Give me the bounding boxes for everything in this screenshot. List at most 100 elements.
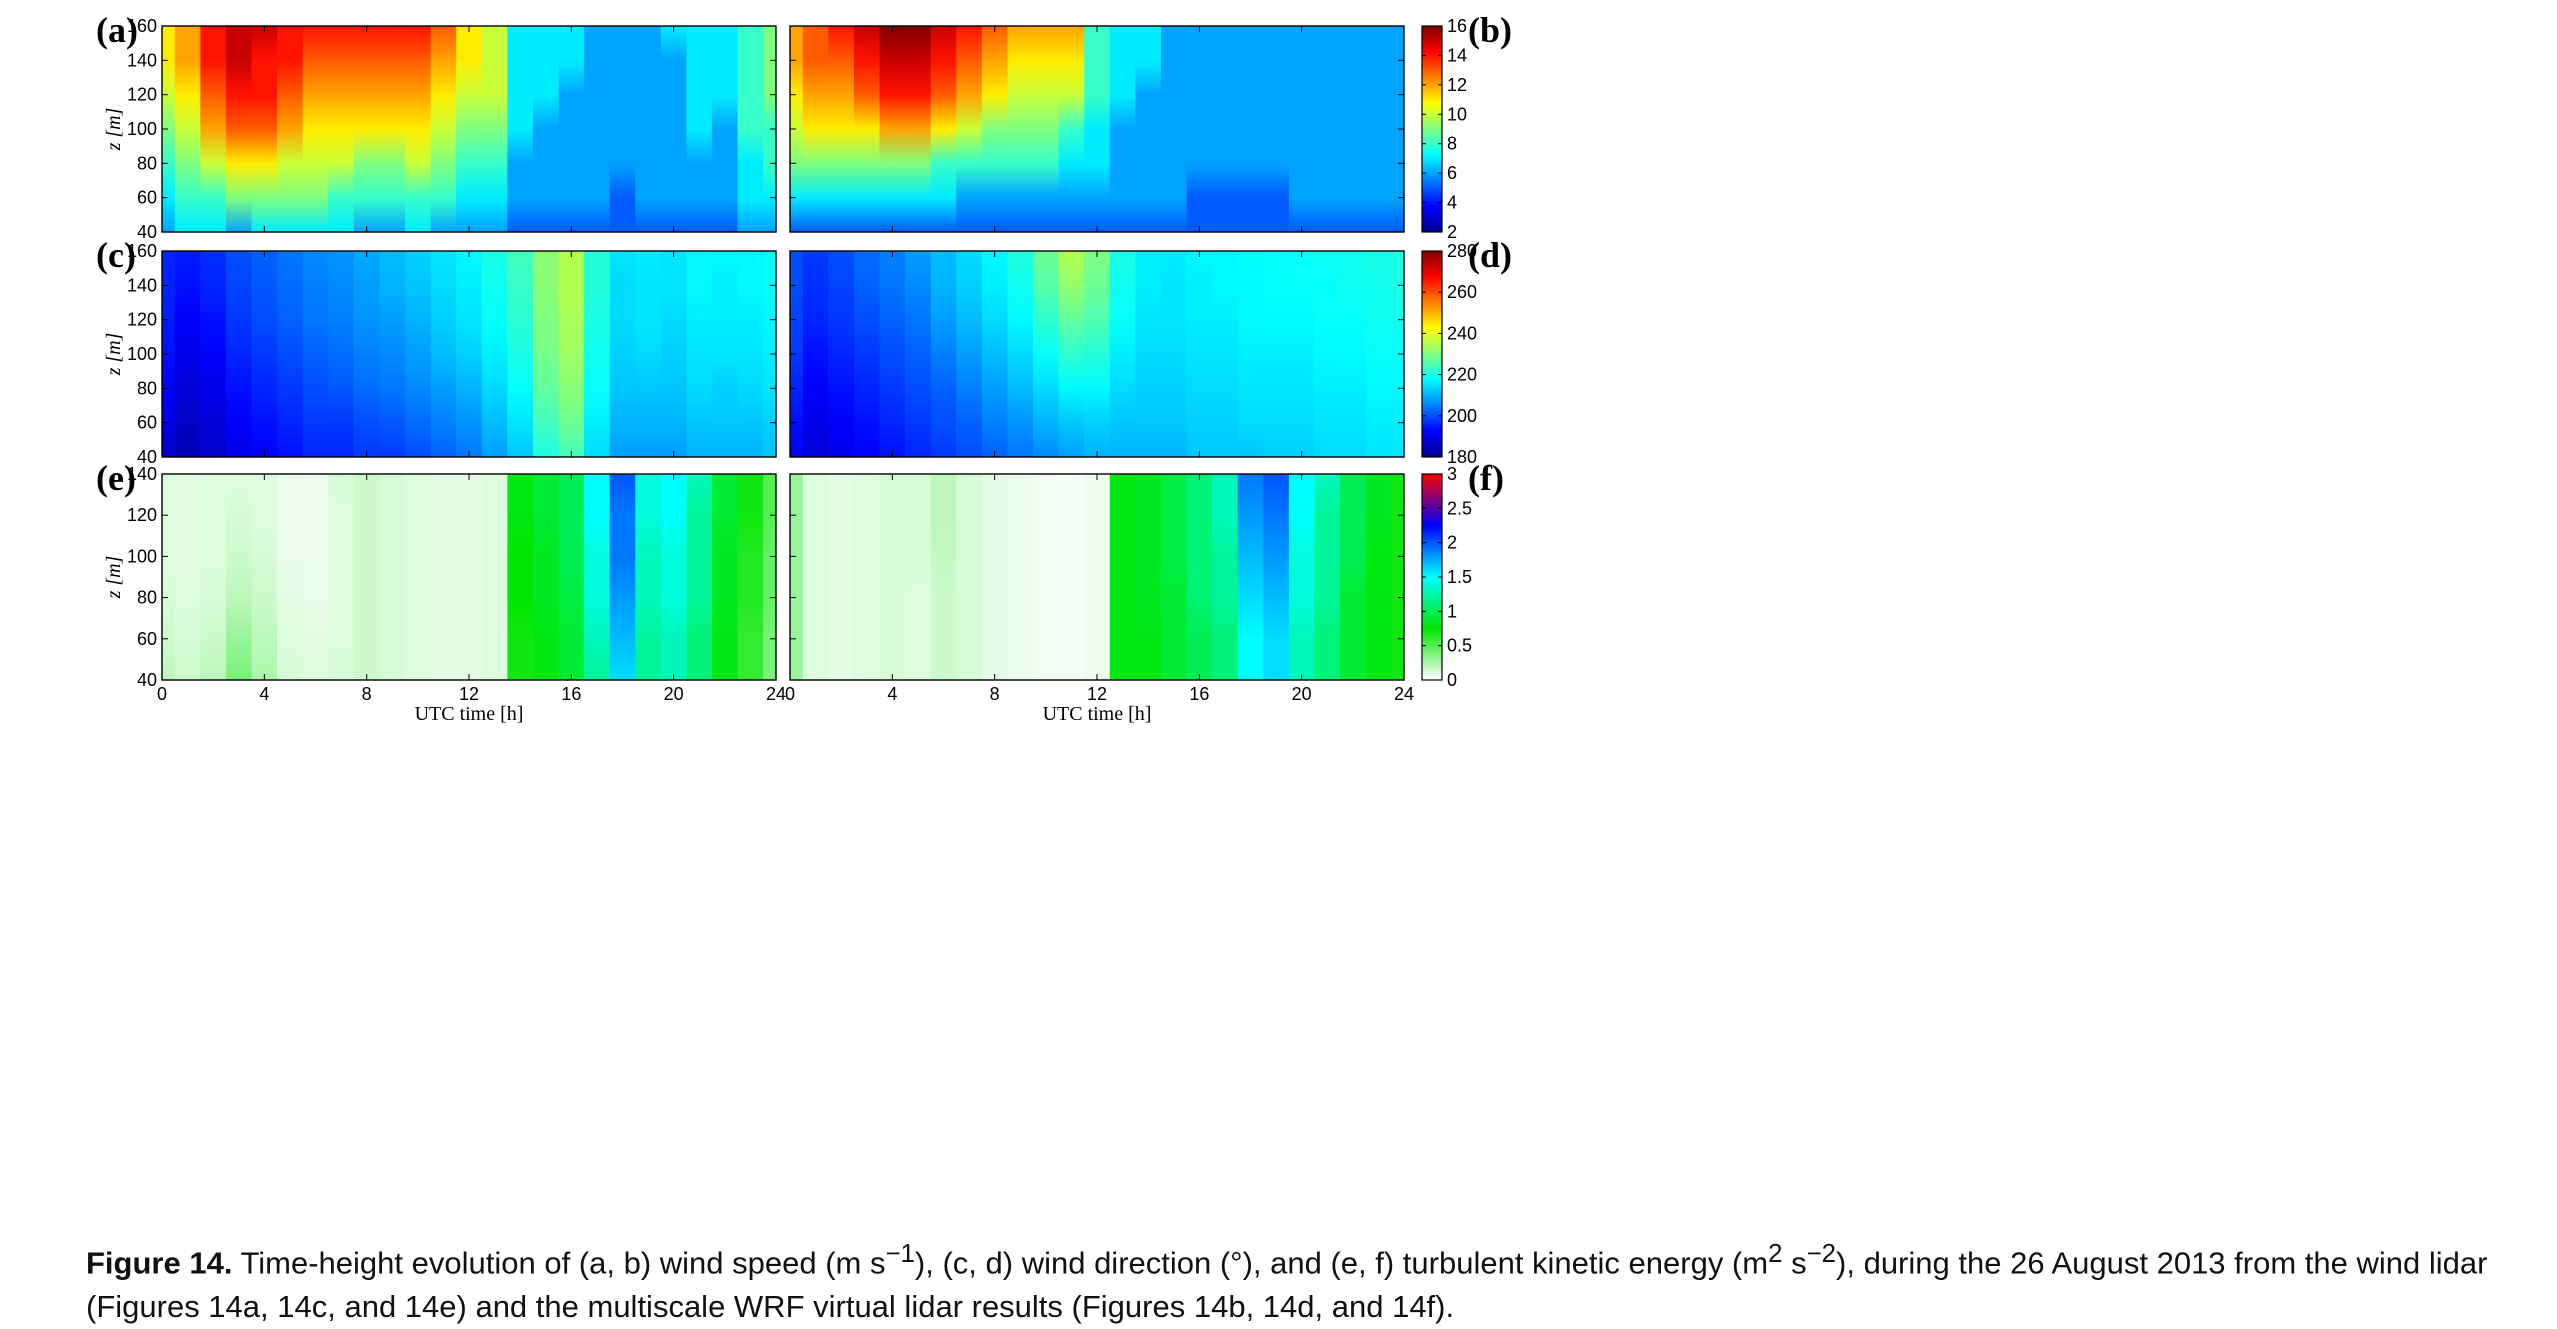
x-tick-label: 12	[1087, 684, 1107, 704]
y-tick-label: 80	[137, 588, 157, 608]
heatmap-column	[507, 474, 534, 680]
caption-text-3: s	[1782, 1245, 1807, 1281]
heatmap-column	[712, 251, 739, 457]
colorbar-tick-label: 16	[1447, 16, 1467, 36]
heatmap-column	[763, 474, 776, 680]
caption-sup-2: 2	[1768, 1240, 1783, 1268]
colorbar-tick-label: 4	[1447, 193, 1457, 213]
y-axis-label: z [m]	[103, 556, 125, 600]
heatmap-column	[584, 474, 611, 680]
heatmap-column	[1314, 26, 1341, 232]
y-tick-label: 100	[127, 546, 157, 566]
heatmap-column	[251, 474, 278, 680]
x-tick-label: 20	[664, 684, 684, 704]
heatmap-column	[584, 251, 611, 457]
heatmap-column	[507, 251, 534, 457]
heatmap-column	[1340, 26, 1367, 232]
colorbar-tick-label: 0	[1447, 670, 1457, 690]
heatmap-column	[1084, 26, 1111, 232]
heatmap-column	[277, 26, 304, 232]
heatmap-column	[930, 474, 957, 680]
y-tick-label: 120	[127, 85, 157, 105]
heatmap-column	[1033, 26, 1060, 232]
caption-label: Figure 14.	[86, 1245, 233, 1281]
heatmap-column	[507, 26, 534, 232]
heatmap-column	[353, 474, 381, 680]
heatmap-column	[558, 251, 585, 457]
heatmap-cells	[790, 474, 1404, 680]
heatmap-column	[1084, 251, 1111, 457]
y-tick-label: 60	[137, 413, 157, 433]
heatmap-column	[1365, 251, 1392, 457]
colorbar-tick-label: 2	[1447, 533, 1457, 553]
x-tick-label: 8	[362, 684, 372, 704]
heatmap-column	[828, 251, 855, 457]
heatmap-column	[1109, 251, 1136, 457]
heatmap-column	[686, 26, 713, 232]
panel-d: (d)	[789, 235, 1512, 458]
figure-caption: Figure 14. Time-height evolution of (a, …	[86, 1232, 2526, 1329]
heatmap-column	[635, 474, 662, 680]
caption-text-1: Time-height evolution of (a, b) wind spe…	[232, 1245, 886, 1281]
heatmap-column	[1186, 26, 1213, 232]
heatmap-column	[956, 26, 983, 232]
panel-b: (b)	[789, 10, 1512, 233]
colorbar-scale	[1421, 25, 1443, 233]
heatmap-column	[328, 26, 355, 232]
heatmap-column	[1340, 474, 1367, 680]
colorbar-tick-label: 240	[1447, 323, 1477, 343]
colorbar-b: 2 4 6 8 10 12 14 16	[1421, 16, 1467, 242]
heatmap-column	[353, 26, 381, 232]
heatmap-column	[532, 26, 560, 232]
y-tick-label: 40	[137, 222, 157, 242]
heatmap-column	[956, 251, 983, 457]
heatmap-column	[1391, 251, 1404, 457]
colorbar-tick-label: 180	[1447, 447, 1477, 467]
heatmap-column	[790, 474, 804, 680]
heatmap-column	[277, 251, 304, 457]
heatmap-column	[1288, 474, 1316, 680]
heatmap-column	[1135, 251, 1162, 457]
y-tick-label: 160	[127, 241, 157, 261]
colorbar-tick-label: 2.5	[1447, 498, 1472, 518]
heatmap-column	[802, 251, 829, 457]
panel-e: 40 60 80 100 120 140 0 4 8 12 16 20 24 z [m] UTC time …	[96, 458, 786, 725]
heatmap-column	[853, 251, 881, 457]
heatmap-column	[1160, 26, 1188, 232]
colorbar-tick-label: 260	[1447, 282, 1477, 302]
heatmap-column	[981, 474, 1009, 680]
panel-label-a: (a)	[96, 10, 138, 50]
heatmap-column	[302, 474, 329, 680]
colorbar-tick-label: 10	[1447, 104, 1467, 124]
heatmap-column	[584, 26, 611, 232]
heatmap-column	[1135, 26, 1162, 232]
y-axis-label: z [m]	[103, 333, 125, 377]
heatmap-column	[174, 474, 201, 680]
heatmap-column	[1237, 251, 1264, 457]
colorbar-tick-label: 280	[1447, 241, 1477, 261]
panel-label-d: (d)	[1468, 235, 1512, 275]
panel-label-e: (e)	[96, 458, 136, 498]
y-tick-label: 100	[127, 119, 157, 139]
heatmap-column	[174, 26, 201, 232]
x-axis-label: UTC time [h]	[415, 703, 524, 725]
y-tick-label: 80	[137, 378, 157, 398]
heatmap-column	[1160, 474, 1188, 680]
heatmap-column	[251, 251, 278, 457]
heatmap-column	[609, 474, 636, 680]
caption-text-4: ), during the 26 August 2013 from the wi…	[86, 1245, 2488, 1325]
heatmap-column	[456, 26, 483, 232]
heatmap-column	[712, 474, 739, 680]
colorbar-d: 180 200 220 240 260 280	[1421, 241, 1477, 467]
heatmap-column	[828, 474, 855, 680]
heatmap-column	[879, 251, 906, 457]
heatmap-column	[430, 26, 457, 232]
caption-sup-1: −1	[885, 1240, 915, 1268]
heatmap-column	[456, 251, 483, 457]
heatmap-column	[1212, 474, 1239, 680]
heatmap-column	[737, 26, 764, 232]
heatmap-cells	[162, 474, 776, 680]
heatmap-column	[790, 251, 804, 457]
heatmap-column	[1109, 474, 1136, 680]
